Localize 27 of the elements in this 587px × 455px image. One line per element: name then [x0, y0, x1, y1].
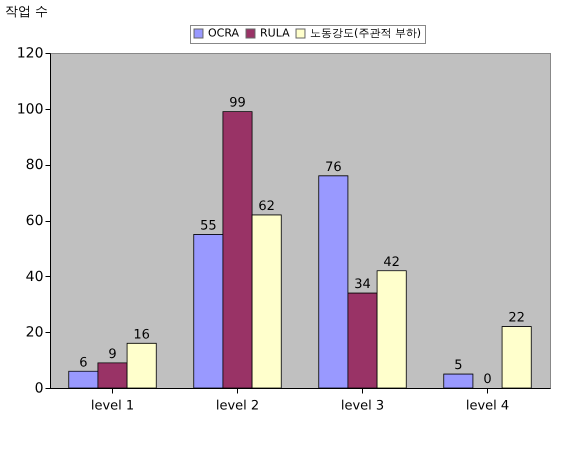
- data-label: 42: [383, 254, 400, 270]
- data-label: 99: [229, 96, 246, 111]
- legend-label: RULA: [260, 26, 290, 40]
- data-label: 55: [200, 218, 217, 234]
- y-tick-label: 0: [34, 380, 44, 396]
- y-tick-label: 100: [16, 101, 44, 118]
- x-tick-label: level 4: [466, 398, 510, 414]
- data-label: 16: [133, 327, 150, 342]
- data-label: 34: [354, 277, 371, 292]
- x-tick-label: level 2: [216, 398, 260, 414]
- data-label: 22: [508, 310, 525, 326]
- data-label: 0: [483, 372, 492, 387]
- y-tick-label: 80: [26, 157, 44, 174]
- y-axis-title: 작업 수: [5, 4, 48, 20]
- data-label: 5: [454, 358, 462, 374]
- x-tick-label: level 1: [90, 398, 134, 414]
- legend-label: OCRA: [208, 26, 240, 40]
- legend-label: 노동강도(주관적 부하): [310, 26, 422, 40]
- data-label: 6: [79, 355, 88, 370]
- y-tick-label: 60: [26, 213, 44, 229]
- data-label: 76: [325, 160, 342, 175]
- data-label: 62: [258, 198, 275, 214]
- y-tick-label: 120: [16, 46, 44, 62]
- y-tick-label: 20: [26, 324, 44, 341]
- y-tick-label: 40: [26, 268, 44, 285]
- x-tick-label: level 3: [340, 398, 384, 414]
- data-label: 9: [108, 346, 117, 362]
